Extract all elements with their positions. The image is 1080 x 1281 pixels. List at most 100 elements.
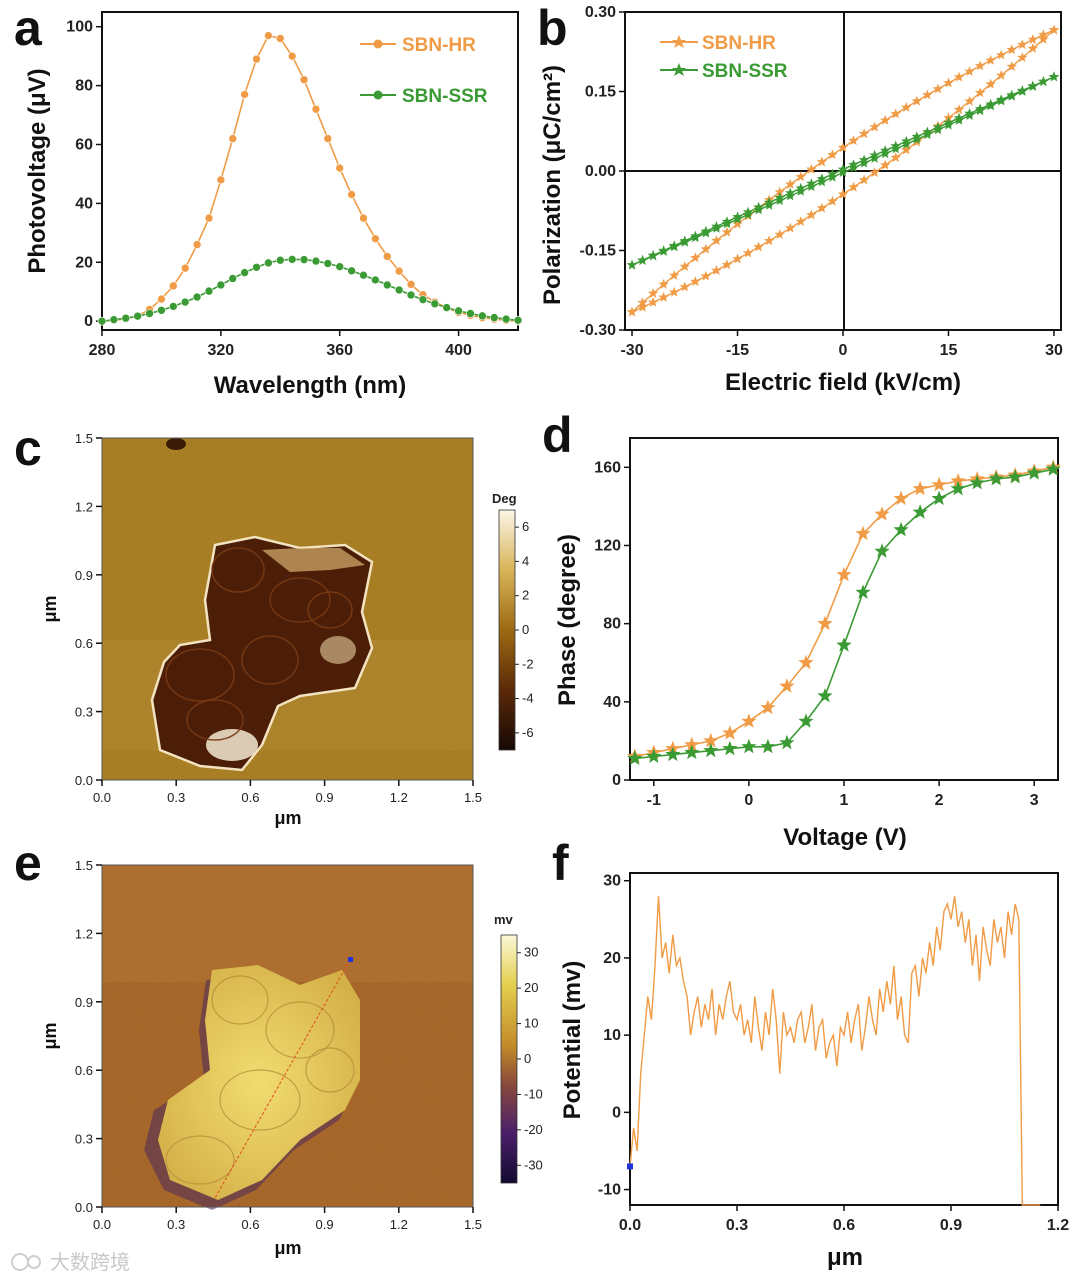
panel-d-series [627,459,1061,765]
d-point-sbn-ssr-1 [646,748,662,763]
d-point-sbn-hr-16 [931,476,947,492]
b-point-down-sbn-hr-33 [974,60,986,71]
b-point-up-sbn-hr-3 [658,291,669,302]
d-point-sbn-ssr-14 [893,521,909,537]
a-point-sbn-hr-14 [264,31,273,40]
d-point-sbn-hr-14 [893,490,909,506]
d-point-sbn-ssr-10 [817,688,833,703]
e-grain-cluster [158,965,360,1200]
b-point-down-sbn-ssr-8 [711,221,722,231]
e-ytick-label-3: 0.9 [75,995,93,1010]
b-point-down-sbn-ssr-24 [880,145,891,156]
d-ytick-label-1: 40 [603,694,621,711]
d-line-sbn-hr [634,466,1054,758]
b-point-down-sbn-ssr-1 [637,254,648,265]
a-point-sbn-ssr-21 [347,266,356,276]
b-point-up-sbn-hr-16 [795,216,806,226]
a-point-sbn-ssr-10 [216,280,226,290]
a-point-sbn-hr-23 [371,234,380,244]
f-ytick-label-4: 30 [603,873,621,890]
a-point-sbn-ssr-18 [311,256,321,266]
a-point-sbn-ssr-17 [299,255,309,264]
panel-b-ylabel: Polarization (μC/cm²) [539,65,566,305]
d-point-sbn-ssr-15 [912,504,928,519]
b-point-down-sbn-ssr-23 [869,149,880,160]
b-point-down-sbn-hr-18 [816,156,828,167]
b-point-down-sbn-ssr-7 [700,225,712,236]
f-xtick-label-4: 1.2 [1047,1217,1069,1234]
d-point-sbn-hr-13 [874,506,890,521]
d-point-sbn-ssr-20 [1007,469,1023,484]
b-point-down-sbn-hr-14 [774,186,785,197]
a-point-sbn-ssr-23 [371,275,380,285]
legend-label-b-sbn-hr: SBN-HR [702,33,776,54]
b-point-down-sbn-hr-17 [806,163,817,174]
panel-c: c 0.00.30.60.91.21.5 0.0 0.3 0.6 0.9 1.2 1.5 … [14,420,534,828]
a-point-sbn-ssr-0 [97,316,107,326]
a-point-sbn-hr-20 [335,163,345,173]
a-point-sbn-hr-10 [216,175,226,185]
e-cbar-tick-label-4: -10 [524,1086,543,1101]
b-point-up-sbn-hr-9 [721,259,733,270]
e-colorbar-gradient [500,934,518,1184]
c-xtick-label-4: 1.2 [390,790,408,805]
panel-b-legend: SBN-HR SBN-SSR [660,33,788,82]
panel-f-xlabel: μm [827,1244,863,1271]
e-xtick-label-1: 0.3 [167,1217,185,1232]
c-cbar-tick-label-4: -2 [522,656,534,671]
d-xtick-label-4: 3 [1030,792,1039,809]
a-point-sbn-ssr-20 [335,262,345,271]
d-point-sbn-hr-5 [722,725,738,740]
d-point-sbn-hr-6 [741,713,757,728]
c-grain-bright-right [320,636,356,664]
b-point-down-sbn-hr-28 [922,89,933,100]
b-point-up-sbn-ssr-20 [837,167,849,177]
panel-c-label: c [14,420,42,476]
a-point-sbn-ssr-19 [323,259,333,268]
watermark-text: 大数跨境 [50,1250,130,1274]
b-point-down-sbn-ssr-10 [732,211,743,222]
b-point-down-sbn-ssr-37 [1017,85,1028,95]
b-ytick-label-0: -0.30 [580,322,617,339]
b-point-down-sbn-ssr-11 [742,206,754,217]
panel-b-x-ticks: -30 -15 0 15 30 [620,330,1063,359]
watermark: 大数跨境 [11,1250,130,1274]
b-point-down-sbn-hr-15 [785,178,796,189]
b-point-down-sbn-hr-9 [721,226,733,237]
a-xtick-label-1: 320 [208,342,235,359]
b-point-down-sbn-hr-27 [911,95,923,106]
e-xtick-label-0: 0.0 [93,1217,111,1232]
panel-d: d 0 40 80 120 160 -1 0 1 2 3 Voltage (V) Phase (… [542,407,1061,851]
f-ytick-label-1: 0 [612,1104,621,1121]
c-xtick-label-0: 0.0 [93,790,111,805]
c-cbar-tick-label-1: 4 [522,553,529,568]
c-xtick-label-5: 1.5 [464,790,482,805]
d-ytick-label-2: 80 [603,616,621,633]
c-ytick-label-2: 0.6 [75,636,93,651]
panel-b: b -0.30 -0.15 0.00 0.15 0.30 -30 -15 0 15 30 Ele… [537,0,1063,396]
b-point-down-sbn-hr-32 [964,66,975,76]
d-point-sbn-hr-10 [817,615,833,631]
panel-c-ylabel: μm [40,595,60,622]
b-point-up-sbn-hr-5 [679,281,690,292]
c-cbar-tick-label-6: -6 [522,725,534,740]
panel-c-frame [101,437,474,781]
panel-f-y-ticks: -10 0 10 20 30 [598,873,630,1199]
a-point-sbn-hr-11 [228,134,238,143]
b-point-up-sbn-hr-38 [1027,43,1039,53]
b-point-down-sbn-ssr-13 [763,197,775,207]
e-xtick-label-5: 1.5 [464,1217,482,1232]
b-point-down-sbn-ssr-5 [679,235,690,246]
a-ytick-label-3: 60 [75,137,93,154]
e-xtick-label-3: 0.9 [316,1217,334,1232]
b-point-down-sbn-hr-34 [985,54,996,65]
d-point-sbn-ssr-18 [969,474,985,490]
b-ytick-label-2: 0.00 [585,163,616,180]
c-grain-boundaries [165,547,353,741]
b-point-up-sbn-hr-2 [647,296,659,307]
b-point-down-sbn-hr-35 [996,49,1007,60]
b-point-down-sbn-ssr-2 [647,249,659,260]
d-ytick-label-0: 0 [612,772,621,789]
b-point-down-sbn-ssr-6 [690,230,701,241]
a-point-sbn-ssr-1 [109,315,119,324]
